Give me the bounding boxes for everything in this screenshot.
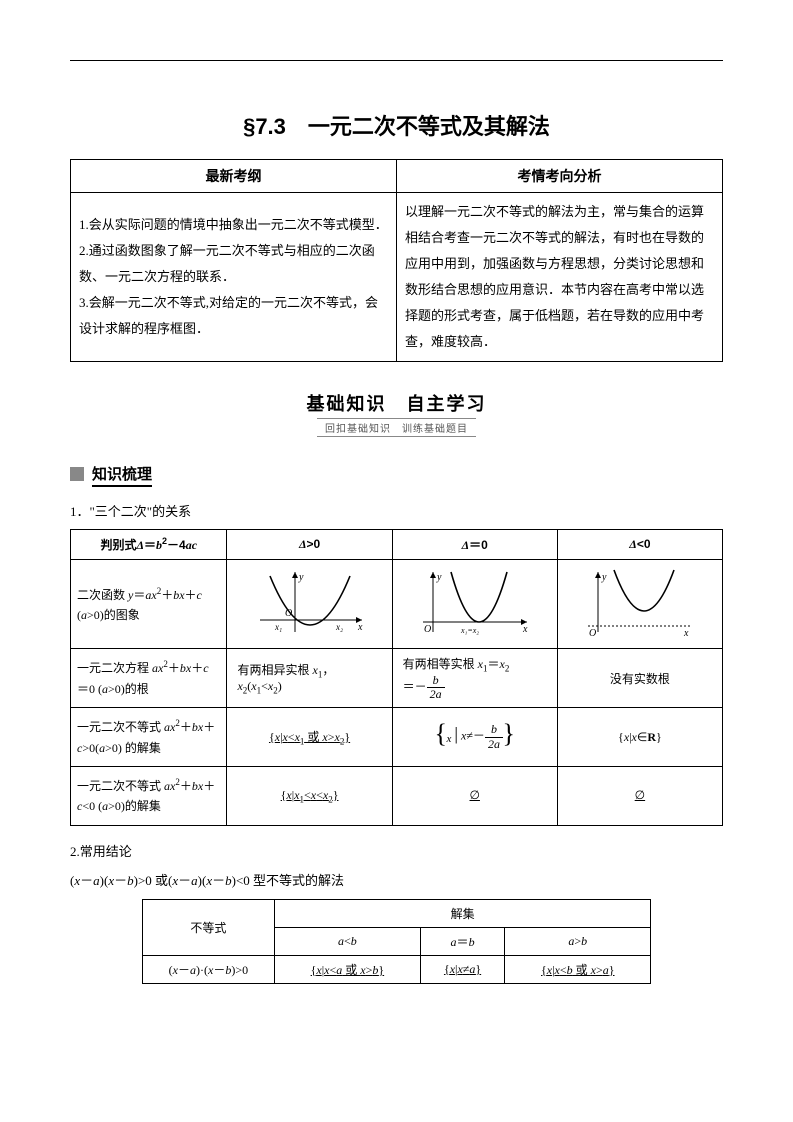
sol-rowspan: 不等式 (142, 899, 274, 955)
item1-label: 1．"三个二次"的关系 (70, 500, 723, 523)
section-subtitle: 回扣基础知识 训练基础题目 (317, 418, 476, 437)
cell-lt-3: ∅ (557, 766, 722, 825)
item2-title: 2.常用结论 (70, 840, 723, 863)
cell-gt-3: {x|x∈R} (557, 708, 722, 767)
sol-row1-c1: {x|x<a 或 x>b} (274, 955, 420, 983)
cell-lt-2: ∅ (392, 766, 557, 825)
section-header: 基础知识 自主学习 回扣基础知识 训练基础题目 (70, 390, 723, 437)
syllabus-head-left: 最新考纲 (71, 160, 397, 193)
sol-h2: a＝b (420, 927, 505, 955)
svg-text:x₁: x₁ (274, 622, 282, 632)
subheading-block: 知识梳理 (70, 463, 723, 484)
svg-text:O: O (424, 624, 431, 635)
syllabus-head-right: 考情考向分析 (397, 160, 723, 193)
sol-colspan: 解集 (274, 899, 650, 927)
svg-text:y: y (298, 572, 304, 583)
svg-text:x: x (522, 624, 528, 635)
svg-text:O: O (589, 628, 596, 638)
graph-one-root: y x O x₁=x₂ (392, 560, 557, 649)
sol-row1-c2: {x|x≠a} (420, 955, 505, 983)
cell-lt-1: {x|x1<x<x2} (227, 766, 392, 825)
row-gt-label: 一元二次不等式 ax2＋bx＋c>0(a>0) 的解集 (71, 708, 227, 767)
three-two-table: 判别式Δ＝b2－4ac Δ>0 Δ＝0 Δ<0 二次函数 y＝ax2＋bx＋c(… (70, 529, 723, 825)
graph-no-root: y O x (557, 560, 722, 649)
svg-text:x: x (357, 622, 363, 633)
svg-text:O: O (285, 608, 292, 619)
sol-h3: a>b (505, 927, 651, 955)
svg-text:x: x (683, 628, 689, 638)
row-eq-label: 一元二次方程 ax2＋bx＋c＝0 (a>0)的根 (71, 649, 227, 708)
th-dgt: Δ>0 (227, 530, 392, 560)
cell-eq-2: 有两相等实根 x1＝x2 ＝－b2a (392, 649, 557, 708)
solution-table: 不等式 解集 a<b a＝b a>b (x－a)·(x－b)>0 {x|x<a … (142, 899, 651, 984)
syllabus-left-2: 2.通过函数图象了解一元二次不等式与相应的二次函数、一元二次方程的联系． (79, 243, 375, 284)
sol-h1: a<b (274, 927, 420, 955)
cell-gt-1: {x|x<x1 或 x>x2} (227, 708, 392, 767)
sol-row1-left: (x－a)·(x－b)>0 (142, 955, 274, 983)
svg-text:x₂: x₂ (335, 622, 343, 632)
page-title: §7.3 一元二次不等式及其解法 (70, 109, 723, 141)
syllabus-table: 最新考纲 考情考向分析 1.会从实际问题的情境中抽象出一元二次不等式模型． 2.… (70, 159, 723, 362)
syllabus-left-1: 1.会从实际问题的情境中抽象出一元二次不等式模型． (79, 217, 388, 232)
th-dlt: Δ<0 (557, 530, 722, 560)
svg-text:y: y (601, 572, 607, 583)
row-lt-label: 一元二次不等式 ax2＋bx＋c<0 (a>0)的解集 (71, 766, 227, 825)
graph-two-roots: y x O x₁ x₂ (227, 560, 392, 649)
cell-gt-2: x | x≠－b2a (392, 708, 557, 767)
cell-eq-1: 有两相异实根 x1，x2(x1<x2) (227, 649, 392, 708)
svg-text:x₁=x₂: x₁=x₂ (460, 626, 479, 635)
item2-text: (x－a)(x－b)>0 或(x－a)(x－b)<0 型不等式的解法 (70, 869, 723, 892)
row-graph-label: 二次函数 y＝ax2＋bx＋c(a>0)的图象 (71, 560, 227, 649)
top-rule (70, 60, 723, 61)
cell-eq-3: 没有实数根 (557, 649, 722, 708)
subheading-box-icon (70, 467, 84, 481)
svg-text:y: y (436, 572, 442, 583)
th-disc: 判别式Δ＝b2－4ac (71, 530, 227, 560)
section-title: 基础知识 自主学习 (70, 390, 723, 416)
syllabus-right: 以理解一元二次不等式的解法为主，常与集合的运算相结合考查一元二次不等式的解法，有… (397, 193, 723, 362)
syllabus-left: 1.会从实际问题的情境中抽象出一元二次不等式模型． 2.通过函数图象了解一元二次… (71, 193, 397, 362)
sol-row1-c3: {x|x<b 或 x>a} (505, 955, 651, 983)
subheading-text: 知识梳理 (92, 466, 152, 487)
syllabus-left-3: 3.会解一元二次不等式,对给定的一元二次不等式，会设计求解的程序框图． (79, 295, 378, 336)
th-deq: Δ＝0 (392, 530, 557, 560)
